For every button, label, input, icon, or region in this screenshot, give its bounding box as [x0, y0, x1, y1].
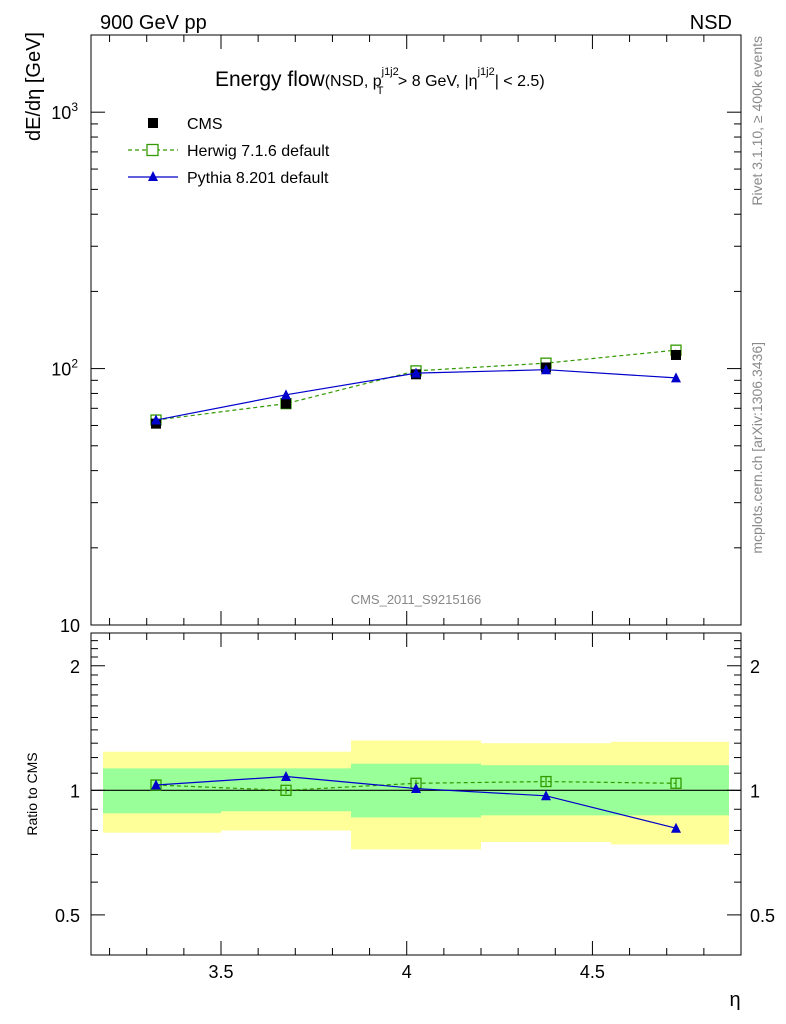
main-pythia-point: [541, 364, 551, 375]
header-right: NSD: [690, 12, 732, 34]
ratio-ytick-labels: 0.5 0.5 1 1 2 2: [55, 657, 775, 926]
ratio-herwig-point: [280, 784, 292, 796]
ratio-ytick-label-right: 0.5: [750, 906, 775, 926]
main-plot-content: [150, 344, 682, 429]
chart-title: Energy flow(NSD, pj1j2 T > 8 GeV, |ηj1j2|…: [215, 66, 545, 97]
x-tick-label: 4: [402, 962, 412, 982]
header-left: 900 GeV pp: [100, 12, 207, 34]
ratio-pythia-point: [411, 783, 421, 794]
ratio-herwig-point: [670, 777, 682, 789]
legend-item-herwig: Herwig 7.1.6 default: [128, 143, 330, 160]
main-ylabel: dE/dη [GeV]: [23, 32, 45, 141]
ratio-frame: [90, 632, 742, 956]
ratio-ytick-label-left: 0.5: [55, 906, 80, 926]
ratio-pythia-point: [151, 779, 161, 790]
legend-marker-pythia: [148, 171, 158, 181]
main-cms-point: [671, 349, 681, 360]
legend-marker-herwig: [146, 143, 159, 157]
legend-label-herwig: Herwig 7.1.6 default: [187, 143, 330, 160]
main-pythia-point: [671, 372, 681, 383]
ratio-pythia-point: [281, 771, 291, 782]
x-tick-label: 4.5: [580, 962, 605, 982]
ratio-ytick-label-left: 2: [70, 657, 80, 677]
main-ytick-label: 103: [51, 100, 78, 123]
ratio-xtick-labels: 3.5 4 4.5: [208, 962, 604, 982]
rivet-label: Rivet 3.1.10, ≥ 400k events: [749, 36, 765, 206]
ratio-ytick-label-right: 1: [750, 781, 760, 801]
main-herwig-line: [155, 349, 677, 421]
ratio-ylabel: Ratio to CMS: [24, 752, 40, 835]
x-tick-label: 3.5: [208, 962, 233, 982]
ratio-plot-content: [91, 771, 741, 833]
main-ytick-labels: 10 102 103: [51, 100, 80, 636]
main-pythia-point: [151, 414, 161, 425]
legend-label-cms: CMS: [187, 116, 223, 133]
ratio-ticks: [91, 633, 742, 956]
legend: CMS Herwig 7.1.6 default Pythia 8.201 de…: [128, 116, 330, 187]
main-pythia-point: [411, 367, 421, 378]
main-ytick-label: 10: [60, 616, 80, 636]
ratio-ytick-label-right: 2: [750, 657, 760, 677]
ratio-panel: 0.5 0.5 1 1 2 2 3.5 4 4.5: [55, 632, 775, 982]
ratio-pythia-point: [541, 790, 551, 801]
legend-marker-cms: [148, 118, 158, 128]
main-ytick-label: 102: [51, 357, 78, 380]
legend-item-pythia: Pythia 8.201 default: [128, 170, 329, 187]
main-cms-point: [281, 398, 291, 409]
ratio-ytick-label-left: 1: [70, 781, 80, 801]
main-ticks: [91, 34, 742, 626]
legend-item-cms: CMS: [148, 116, 223, 133]
main-panel: 10 102 103 Energy flow(NSD, pj1j2 T > 8 GeV…: [51, 34, 742, 636]
ratio-pythia-point: [671, 822, 681, 833]
main-frame: [90, 34, 742, 626]
ratio-herwig-point: [540, 775, 552, 788]
analysis-watermark: CMS_2011_S9215166: [351, 592, 482, 607]
main-pythia-point: [281, 389, 291, 400]
mcplots-label: mcplots.cern.ch [arXiv:1306.3436]: [749, 342, 765, 554]
legend-label-pythia: Pythia 8.201 default: [187, 170, 329, 187]
ratio-bands: [103, 740, 729, 850]
x-axis-label: η: [729, 989, 740, 1011]
